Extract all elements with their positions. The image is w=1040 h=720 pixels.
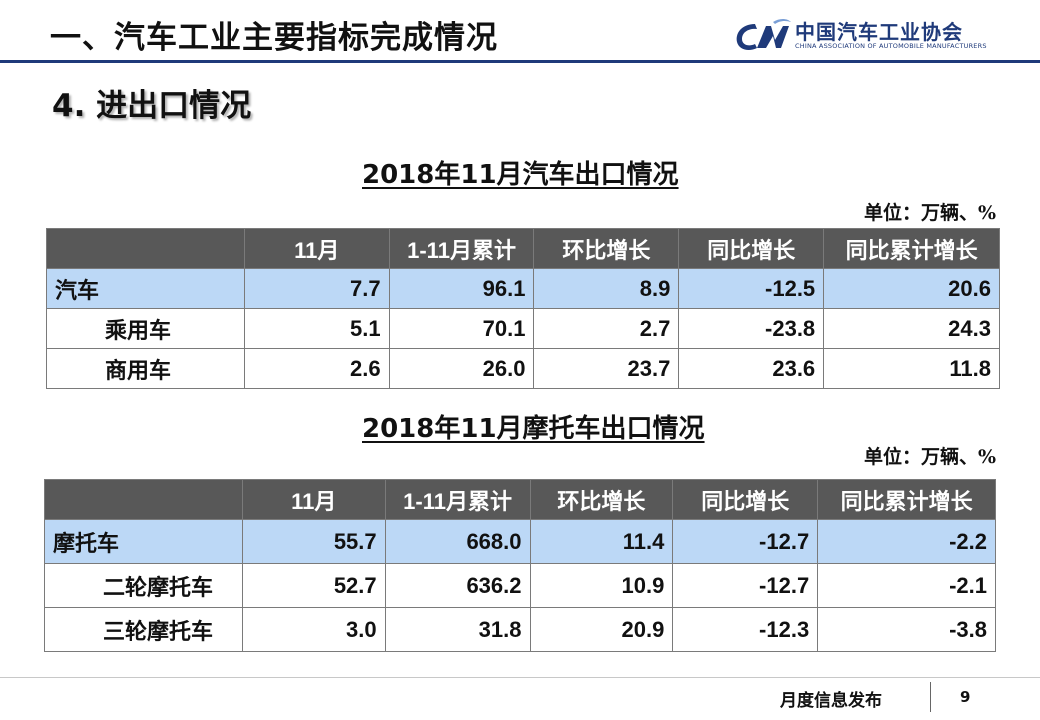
auto-export-table: 11月 1-11月累计 环比增长 同比增长 同比累计增长 汽车 7.7 96.1… [46,228,1000,389]
table-cell: 26.0 [388,348,535,389]
column-header: 同比增长 [678,228,825,269]
row-label: 二轮摩托车 [44,563,243,608]
column-header: 1-11月累计 [384,479,531,520]
table-cell: 70.1 [388,308,535,349]
caam-logo: 中国汽车工业协会 CHINA ASSOCIATION OF AUTOMOBILE… [733,14,1023,58]
table-cell: 23.7 [533,348,680,389]
footer-label: 月度信息发布 [780,691,882,711]
table-row: 二轮摩托车 52.7 636.2 10.9 -12.7 -2.1 [44,563,996,608]
table-cell: 668.0 [384,519,531,564]
page-number: 9 [960,688,971,706]
table-row: 乘用车 5.1 70.1 2.7 -23.8 24.3 [46,308,1000,349]
table-row: 商用车 2.6 26.0 23.7 23.6 11.8 [46,348,1000,389]
row-label: 商用车 [46,348,245,389]
table-cell: 23.6 [678,348,825,389]
slide-title: 一、汽车工业主要指标完成情况 [50,20,498,56]
column-header: 同比增长 [672,479,819,520]
moto-export-table: 11月 1-11月累计 环比增长 同比增长 同比累计增长 摩托车 55.7 66… [44,479,996,652]
column-header [44,479,243,520]
logo-text-en: CHINA ASSOCIATION OF AUTOMOBILE MANUFACT… [795,42,987,50]
moto-table-title: 2018年11月摩托车出口情况 [362,414,705,444]
table-cell: 3.0 [241,607,386,652]
footer-divider [0,677,1040,678]
table-cell: 2.7 [533,308,680,349]
table-cell: -23.8 [678,308,825,349]
logo-text-cn: 中国汽车工业协会 [795,20,963,44]
section-heading: 4. 进出口情况 [52,88,252,124]
table-cell: 7.7 [243,268,390,309]
row-label: 汽车 [46,268,245,309]
caam-logo-icon [736,19,791,50]
column-header: 环比增长 [533,228,680,269]
table-cell: 11.8 [823,348,1000,389]
table-row: 三轮摩托车 3.0 31.8 20.9 -12.3 -3.8 [44,607,996,652]
table-cell: -12.5 [678,268,825,309]
table-cell: 55.7 [241,519,386,564]
column-header: 同比累计增长 [817,479,996,520]
column-header: 11月 [241,479,386,520]
table-cell: 52.7 [241,563,386,608]
title-divider [0,60,1040,63]
row-label: 三轮摩托车 [44,607,243,652]
table-cell: 20.9 [529,607,674,652]
table-cell: -12.7 [672,563,819,608]
table-cell: 10.9 [529,563,674,608]
column-header: 1-11月累计 [388,228,535,269]
table-row: 摩托车 55.7 668.0 11.4 -12.7 -2.2 [44,519,996,564]
moto-table-unit: 单位：万辆、% [863,446,996,468]
table-cell: -2.2 [817,519,996,564]
table-cell: -2.1 [817,563,996,608]
table-cell: 20.6 [823,268,1000,309]
column-header: 11月 [243,228,390,269]
table-row: 汽车 7.7 96.1 8.9 -12.5 20.6 [46,268,1000,309]
table-cell: 31.8 [384,607,531,652]
table-cell: -12.7 [672,519,819,564]
row-label: 摩托车 [44,519,243,564]
column-header: 环比增长 [529,479,674,520]
table-cell: 96.1 [388,268,535,309]
table-cell: -12.3 [672,607,819,652]
table-cell: -3.8 [817,607,996,652]
table-cell: 5.1 [243,308,390,349]
table-cell: 24.3 [823,308,1000,349]
auto-table-unit: 单位：万辆、% [863,202,996,224]
row-label: 乘用车 [46,308,245,349]
auto-table-title: 2018年11月汽车出口情况 [362,160,679,190]
column-header: 同比累计增长 [823,228,1000,269]
table-header-row: 11月 1-11月累计 环比增长 同比增长 同比累计增长 [44,479,996,520]
table-cell: 11.4 [529,519,674,564]
table-header-row: 11月 1-11月累计 环比增长 同比增长 同比累计增长 [46,228,1000,269]
column-header [46,228,245,269]
table-cell: 8.9 [533,268,680,309]
table-cell: 636.2 [384,563,531,608]
table-cell: 2.6 [243,348,390,389]
footer-separator [930,682,931,712]
